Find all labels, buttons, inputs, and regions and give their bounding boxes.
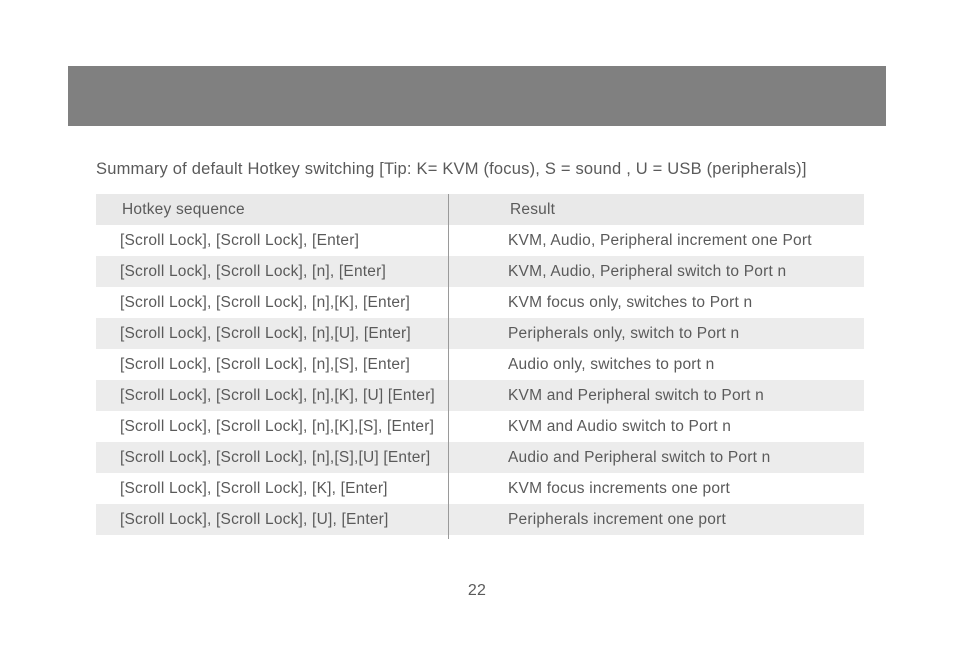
cell-sequence: [Scroll Lock], [Scroll Lock], [n],[K], [… bbox=[96, 380, 472, 411]
cell-result: KVM and Audio switch to Port n bbox=[472, 411, 864, 442]
cell-result: KVM focus increments one port bbox=[472, 473, 864, 504]
table-row: [Scroll Lock], [Scroll Lock], [K], [Ente… bbox=[96, 473, 864, 504]
cell-sequence: [Scroll Lock], [Scroll Lock], [n],[S],[U… bbox=[96, 442, 472, 473]
table-header-row: Hotkey sequence Result bbox=[96, 194, 864, 225]
cell-sequence: [Scroll Lock], [Scroll Lock], [n],[K], [… bbox=[96, 287, 472, 318]
cell-sequence: [Scroll Lock], [Scroll Lock], [Enter] bbox=[96, 225, 472, 256]
page-number: 22 bbox=[0, 582, 954, 600]
cell-result: Audio and Peripheral switch to Port n bbox=[472, 442, 864, 473]
cell-result: KVM focus only, switches to Port n bbox=[472, 287, 864, 318]
table-row: [Scroll Lock], [Scroll Lock], [n], [Ente… bbox=[96, 256, 864, 287]
cell-result: KVM, Audio, Peripheral increment one Por… bbox=[472, 225, 864, 256]
cell-sequence: [Scroll Lock], [Scroll Lock], [n], [Ente… bbox=[96, 256, 472, 287]
column-divider bbox=[448, 194, 449, 539]
cell-sequence: [Scroll Lock], [Scroll Lock], [n],[S], [… bbox=[96, 349, 472, 380]
header-bar bbox=[68, 66, 886, 126]
cell-sequence: [Scroll Lock], [Scroll Lock], [K], [Ente… bbox=[96, 473, 472, 504]
table-row: [Scroll Lock], [Scroll Lock], [n],[S], [… bbox=[96, 349, 864, 380]
table-row: [Scroll Lock], [Scroll Lock], [n],[S],[U… bbox=[96, 442, 864, 473]
table-row: [Scroll Lock], [Scroll Lock], [n],[K],[S… bbox=[96, 411, 864, 442]
cell-result: Audio only, switches to port n bbox=[472, 349, 864, 380]
table-row: [Scroll Lock], [Scroll Lock], [n],[K], [… bbox=[96, 287, 864, 318]
cell-sequence: [Scroll Lock], [Scroll Lock], [n],[K],[S… bbox=[96, 411, 472, 442]
cell-result: KVM, Audio, Peripheral switch to Port n bbox=[472, 256, 864, 287]
column-header-result: Result bbox=[474, 194, 864, 225]
hotkey-table: Hotkey sequence Result [Scroll Lock], [S… bbox=[96, 194, 864, 535]
table-row: [Scroll Lock], [Scroll Lock], [n],[K], [… bbox=[96, 380, 864, 411]
table-row: [Scroll Lock], [Scroll Lock], [Enter] KV… bbox=[96, 225, 864, 256]
table-row: [Scroll Lock], [Scroll Lock], [n],[U], [… bbox=[96, 318, 864, 349]
table-row: [Scroll Lock], [Scroll Lock], [U], [Ente… bbox=[96, 504, 864, 535]
cell-result: KVM and Peripheral switch to Port n bbox=[472, 380, 864, 411]
cell-result: Peripherals increment one port bbox=[472, 504, 864, 535]
summary-text: Summary of default Hotkey switching [Tip… bbox=[96, 160, 807, 179]
cell-sequence: [Scroll Lock], [Scroll Lock], [n],[U], [… bbox=[96, 318, 472, 349]
cell-sequence: [Scroll Lock], [Scroll Lock], [U], [Ente… bbox=[96, 504, 472, 535]
column-header-sequence: Hotkey sequence bbox=[96, 194, 474, 225]
cell-result: Peripherals only, switch to Port n bbox=[472, 318, 864, 349]
